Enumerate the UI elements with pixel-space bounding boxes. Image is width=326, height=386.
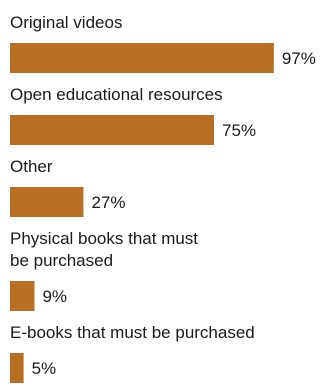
bar-group: E-books that must be purchased 5%	[10, 323, 255, 383]
value-label: 9%	[42, 287, 67, 306]
category-label: Original videos	[10, 13, 122, 32]
bar	[10, 115, 214, 145]
category-label: E-books that must be purchased	[10, 323, 255, 342]
bar	[10, 187, 84, 217]
value-label: 5%	[32, 359, 57, 378]
value-label: 27%	[91, 193, 125, 212]
value-label: 75%	[222, 121, 256, 140]
category-label: Physical books that must	[10, 229, 198, 248]
bar-group: Physical books that must be purchased 9%	[10, 229, 198, 311]
bar	[10, 43, 274, 73]
bar-group: Open educational resources 75%	[10, 85, 256, 145]
bar-group: Other 27%	[10, 157, 125, 217]
bar-group: Original videos 97%	[10, 13, 316, 73]
bar	[10, 281, 35, 311]
category-label: Open educational resources	[10, 85, 223, 104]
category-label: be purchased	[10, 251, 113, 270]
value-label: 97%	[282, 49, 316, 68]
bar	[10, 353, 24, 383]
category-label: Other	[10, 157, 53, 176]
